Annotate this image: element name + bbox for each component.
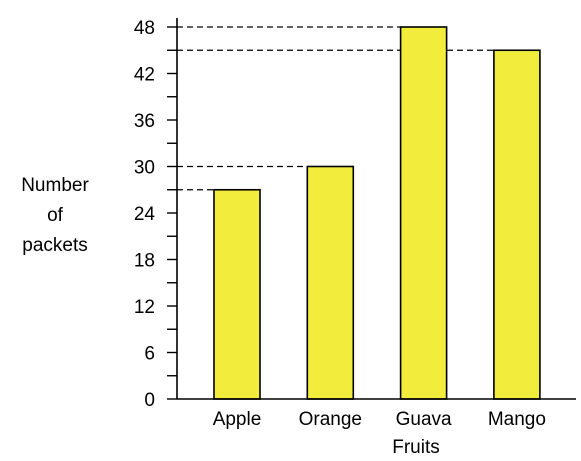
x-axis-category-labels: Apple Orange Guava Mango — [213, 409, 546, 430]
x-category-label: Orange — [299, 409, 362, 430]
bars — [213, 26, 541, 400]
y-tick-label: 0 — [144, 390, 155, 411]
bar-orange — [306, 165, 355, 400]
bar-guava — [399, 26, 448, 400]
y-tick-label: 36 — [134, 111, 155, 132]
dashed-guides — [177, 26, 540, 191]
x-category-label: Guava — [396, 409, 452, 430]
x-axis-title: Fruits — [392, 437, 440, 458]
bar-apple — [213, 188, 261, 400]
y-axis-title-line-1: Number — [21, 175, 89, 196]
y-tick-label: 18 — [134, 251, 155, 272]
y-tick-label: 42 — [134, 65, 155, 86]
x-category-label: Apple — [213, 409, 262, 430]
y-tick-label: 48 — [134, 18, 155, 39]
y-tick-label: 6 — [144, 344, 155, 365]
x-category-label: Mango — [488, 409, 546, 430]
bar-mango — [493, 49, 541, 400]
y-axis-title-line-3: packets — [22, 235, 87, 256]
y-axis-title: Number of packets — [21, 175, 89, 256]
y-axis-title-line-2: of — [47, 205, 64, 226]
y-tick-label: 12 — [134, 297, 155, 318]
y-axis-ticks: 0 6 12 18 24 30 36 42 48 — [134, 18, 177, 411]
y-tick-label: 24 — [134, 204, 156, 225]
y-tick-label: 30 — [134, 158, 155, 179]
